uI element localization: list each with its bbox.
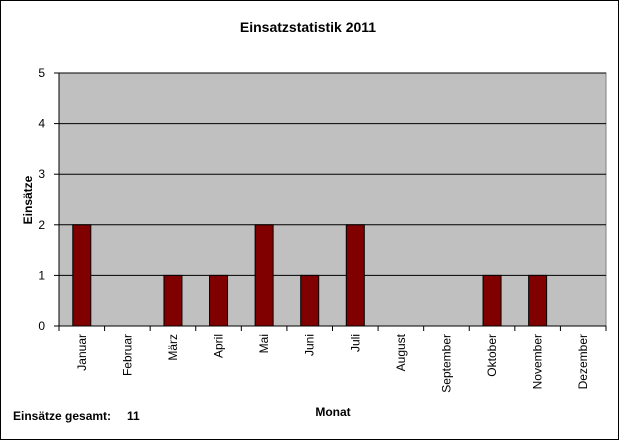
x-tick-label: März	[166, 334, 180, 361]
summary-label: Einsätze gesamt:	[13, 409, 111, 423]
y-tick-label: 5	[38, 66, 45, 80]
y-tick-label: 3	[38, 167, 45, 181]
x-tick-labels: Januar Februar März April Mai Juni Juli August S…	[75, 333, 590, 392]
x-axis-title: Monat	[315, 405, 350, 419]
y-tick-label: 4	[38, 117, 45, 131]
x-tick-label: August	[394, 333, 408, 371]
x-tick-label: Januar	[75, 334, 89, 371]
y-tick-label: 1	[38, 268, 45, 282]
x-tick-label: Mai	[257, 334, 271, 353]
y-tick-labels: 0 1 2 3 4 5	[38, 66, 45, 333]
summary-value: 11	[127, 409, 140, 423]
bar-juli	[345, 224, 365, 327]
y-tick-label: 0	[38, 319, 45, 333]
bar-november	[528, 274, 548, 327]
x-tick-label: April	[212, 334, 226, 358]
bar-april	[209, 274, 229, 327]
x-tick-label: Oktober	[485, 334, 499, 377]
y-axis-title: Einsätze	[21, 175, 35, 224]
bar-januar	[72, 224, 92, 327]
bar-juni	[300, 274, 320, 327]
bar-märz	[163, 274, 183, 327]
x-tick-label: Dezember	[576, 334, 590, 389]
x-tick-label: November	[531, 334, 545, 389]
y-tick-label: 2	[38, 218, 45, 232]
x-tick-label: Juli	[348, 334, 362, 352]
axes	[54, 72, 607, 331]
x-tick-label: Februar	[120, 334, 134, 376]
bar-mai	[254, 224, 274, 327]
chart-title: Einsatzstatistik 2011	[240, 19, 376, 35]
bar-oktober	[482, 274, 502, 327]
gridlines	[59, 72, 606, 276]
plot-area	[58, 72, 607, 327]
x-tick-label: September	[439, 334, 453, 393]
x-tick-label: Juni	[303, 334, 317, 356]
